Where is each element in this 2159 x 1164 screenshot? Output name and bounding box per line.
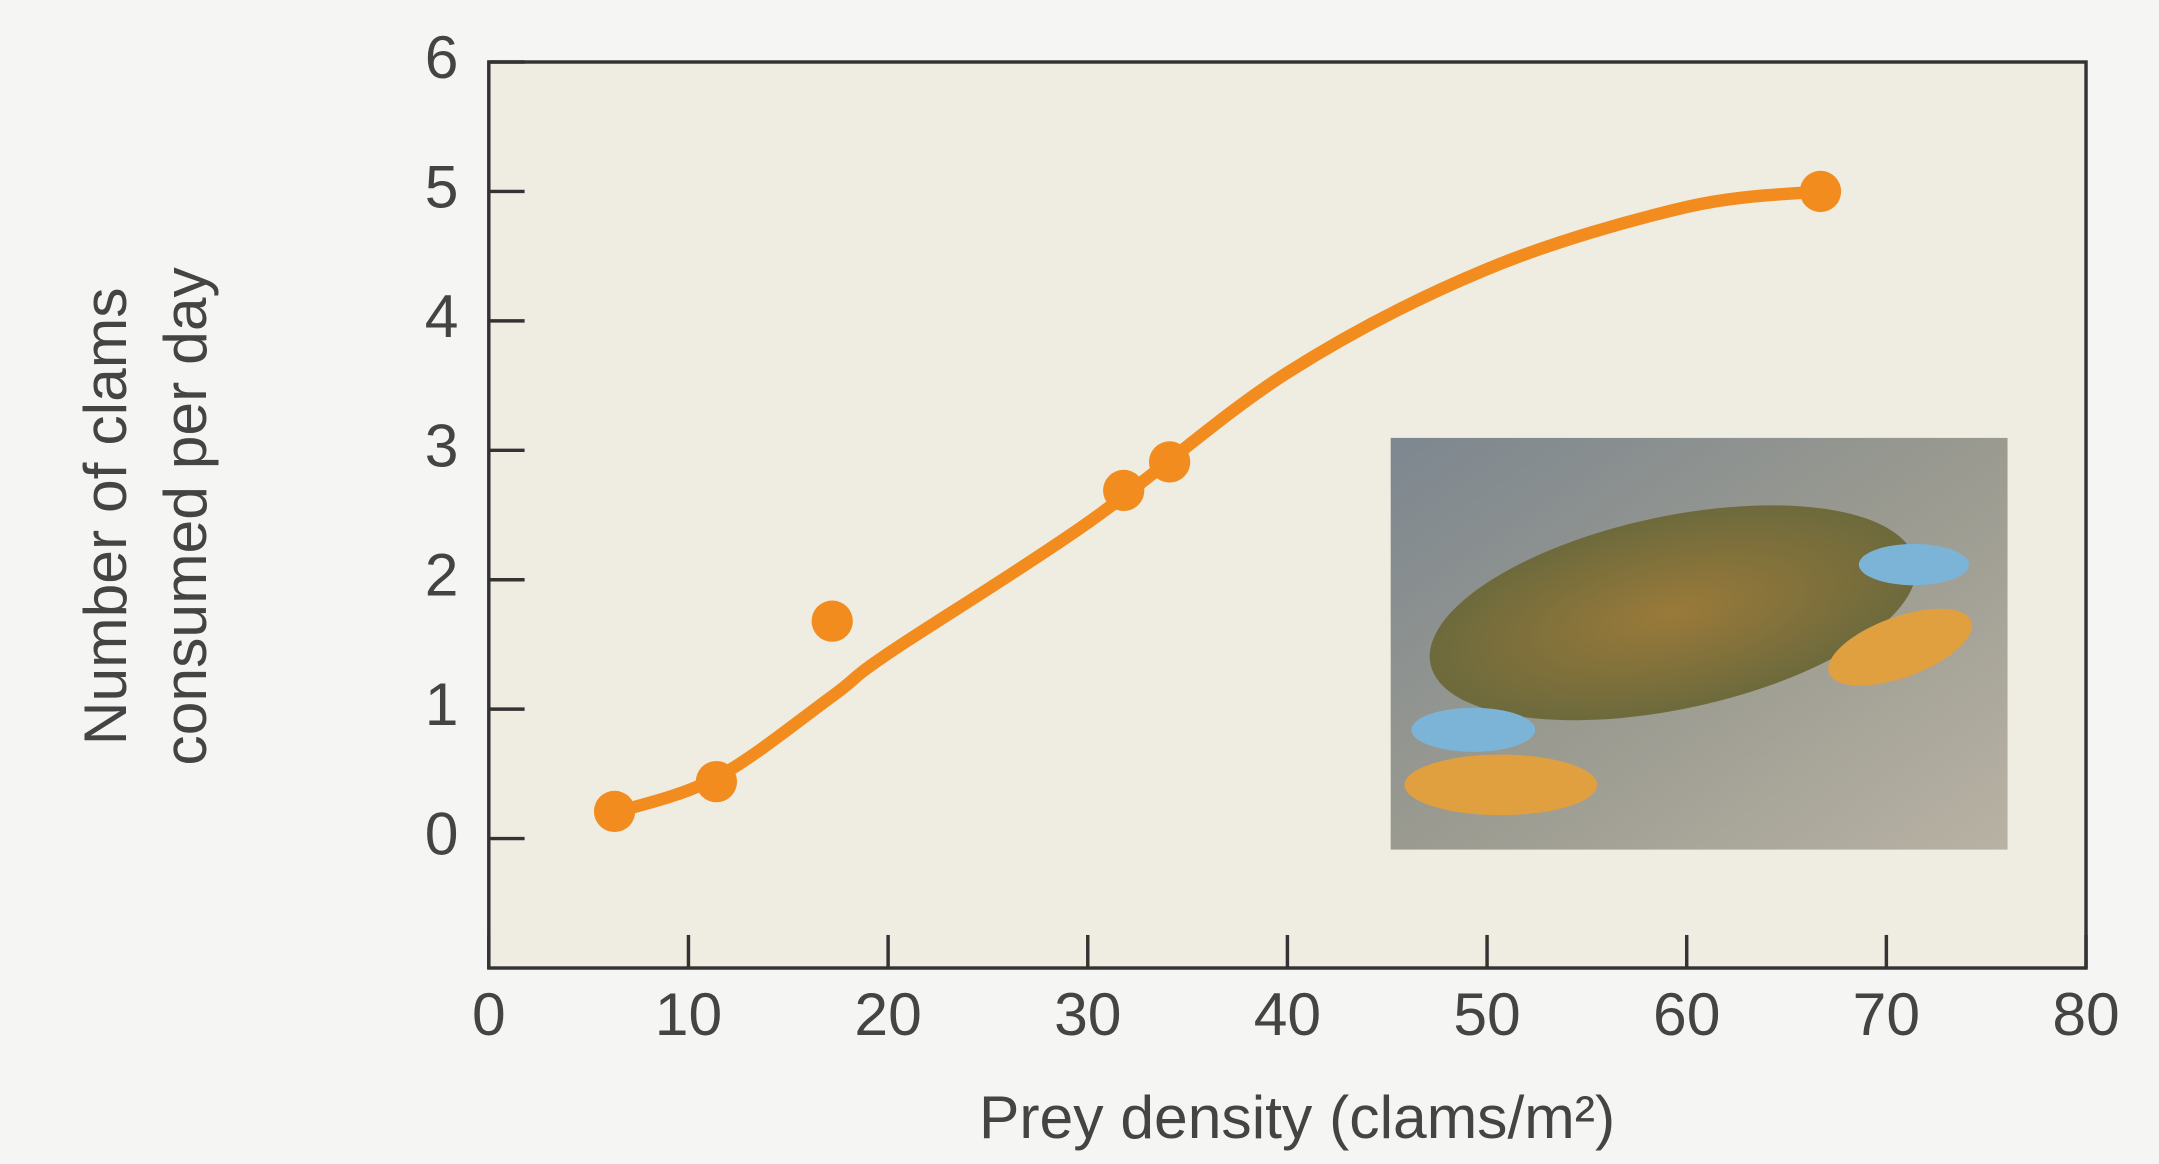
x-tick-label: 40 — [1254, 980, 1321, 1048]
x-tick-label: 20 — [854, 980, 921, 1048]
y-tick-label: 2 — [425, 541, 459, 609]
data-point — [695, 760, 738, 803]
data-point — [1148, 441, 1191, 483]
data-point — [811, 600, 853, 642]
data-point — [1799, 170, 1842, 213]
y-tick-label: 0 — [425, 800, 459, 868]
y-tick-label: 1 — [425, 670, 459, 738]
crab-photo — [1390, 437, 2008, 850]
data-point — [593, 790, 636, 833]
x-tick-label: 10 — [655, 980, 722, 1048]
x-tick-label: 50 — [1453, 980, 1520, 1048]
data-point — [1103, 469, 1145, 512]
x-tick-label: 60 — [1653, 980, 1720, 1048]
y-axis-label: consumed per day — [151, 266, 219, 765]
x-axis-label: Prey density (clams/m²) — [979, 1083, 1615, 1151]
y-tick-label: 5 — [425, 152, 459, 220]
x-tick-label: 70 — [1853, 980, 1920, 1048]
y-tick-label: 6 — [425, 23, 459, 91]
y-axis-label: Number of clams — [71, 287, 139, 745]
marks — [593, 170, 1842, 833]
x-tick-label: 30 — [1054, 980, 1121, 1048]
y-tick-label: 4 — [425, 282, 459, 350]
y-tick-label: 3 — [425, 411, 459, 479]
x-tick-label: 0 — [472, 980, 506, 1048]
x-tick-label: 80 — [2052, 980, 2119, 1048]
